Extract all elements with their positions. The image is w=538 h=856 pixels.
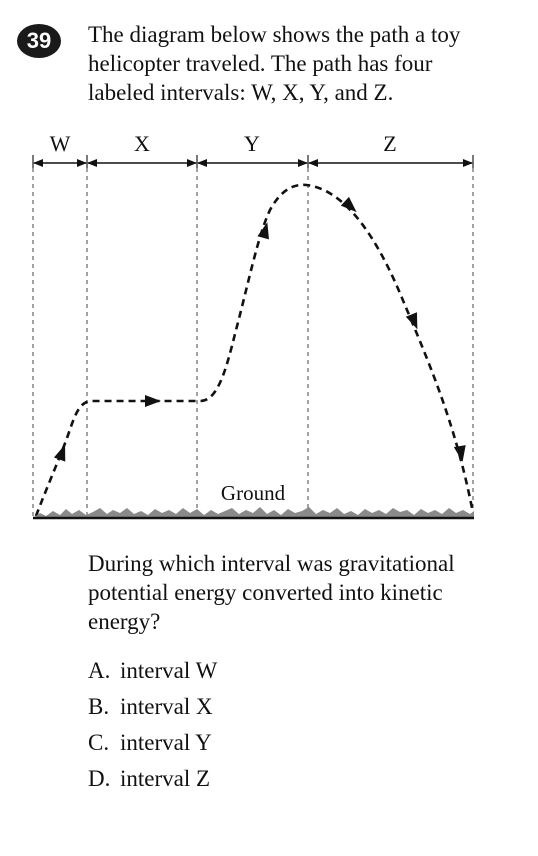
choice-text: interval X: [120, 694, 213, 719]
stem-line: helicopter traveled. The path has four: [88, 51, 433, 76]
interval-guide-lines: [32, 168, 474, 516]
ground-texture: [33, 507, 474, 518]
direction-arrow: [53, 444, 66, 462]
choice-letter: A.: [88, 658, 111, 683]
direction-arrows: [53, 196, 466, 462]
choice-text: interval Z: [120, 766, 211, 791]
choice-c[interactable]: C. interval Y: [88, 728, 217, 764]
interval-label-y: Y: [244, 131, 260, 156]
choice-a[interactable]: A. interval W: [88, 656, 217, 692]
direction-arrow: [453, 445, 466, 462]
interval-label-x: X: [134, 131, 150, 156]
ground-label: Ground: [221, 481, 286, 505]
question-number-badge: 39: [17, 24, 61, 58]
answer-choices: A. interval W B. interval X C. interval Y D…: [88, 656, 217, 800]
interval-boundaries: [32, 155, 474, 168]
prompt-line: energy?: [88, 609, 161, 634]
choice-letter: D.: [88, 766, 111, 791]
interval-label-z: Z: [383, 131, 396, 156]
choice-text: interval Y: [120, 730, 212, 755]
direction-arrow: [257, 222, 269, 240]
direction-arrow: [405, 312, 418, 330]
choice-letter: C.: [88, 730, 110, 755]
question-prompt: During which interval was gravitational …: [88, 549, 488, 636]
stem-line: labeled intervals: W, X, Y, and Z.: [88, 80, 394, 105]
choice-text: interval W: [120, 658, 218, 683]
choice-letter: B.: [88, 694, 110, 719]
stem-line: The diagram below shows the path a toy: [88, 22, 461, 47]
direction-arrow: [340, 196, 357, 213]
helicopter-path-diagram: W X Y Z Ground: [32, 131, 475, 520]
question-stem: The diagram below shows the path a toy h…: [88, 20, 508, 107]
prompt-line: During which interval was gravitational: [88, 551, 455, 576]
choice-d[interactable]: D. interval Z: [88, 764, 217, 800]
flight-path: [34, 183, 475, 517]
choice-b[interactable]: B. interval X: [88, 692, 217, 728]
interval-label-w: W: [50, 131, 71, 156]
prompt-line: potential energy converted into kinetic: [88, 580, 443, 605]
direction-arrow: [145, 395, 161, 407]
